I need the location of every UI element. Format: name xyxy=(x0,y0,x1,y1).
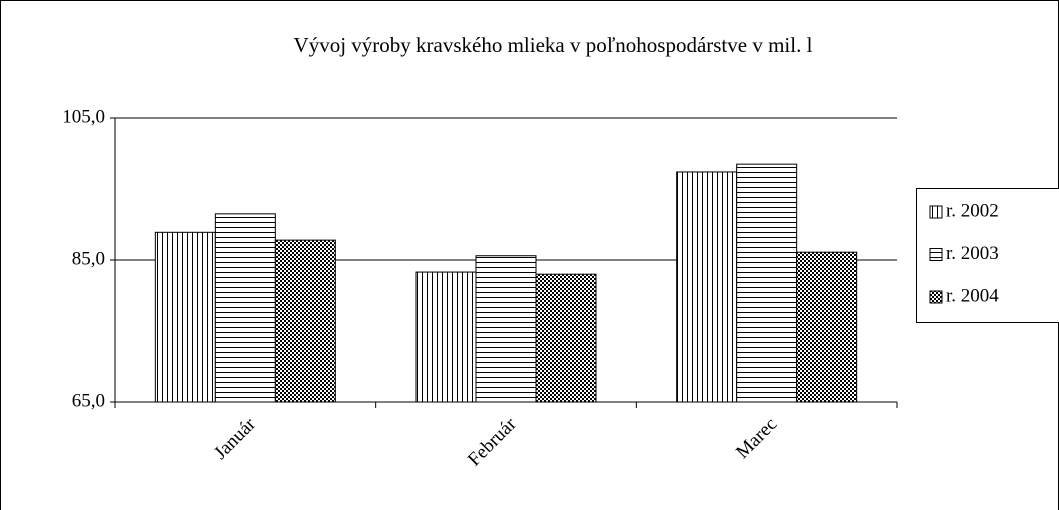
legend-label: r. 2002 xyxy=(946,200,999,221)
legend-swatch xyxy=(929,205,943,219)
legend-label: r. 2004 xyxy=(946,285,999,306)
bar xyxy=(676,171,738,403)
bar xyxy=(796,251,858,403)
bar xyxy=(154,231,216,403)
bar xyxy=(274,239,336,403)
legend-swatch xyxy=(929,248,943,261)
legend-label: r. 2003 xyxy=(946,243,999,264)
bar xyxy=(475,255,537,403)
bar xyxy=(214,213,276,403)
bar xyxy=(736,163,798,403)
bar xyxy=(415,271,477,403)
y-tick-label: 65,0 xyxy=(72,390,105,411)
y-tick-label: 105,0 xyxy=(62,106,105,127)
y-tick-label: 85,0 xyxy=(72,248,105,269)
chart-title: Vývoj výroby kravského mlieka v poľnohos… xyxy=(294,33,813,57)
bar xyxy=(535,273,597,403)
legend-swatch xyxy=(929,290,943,304)
